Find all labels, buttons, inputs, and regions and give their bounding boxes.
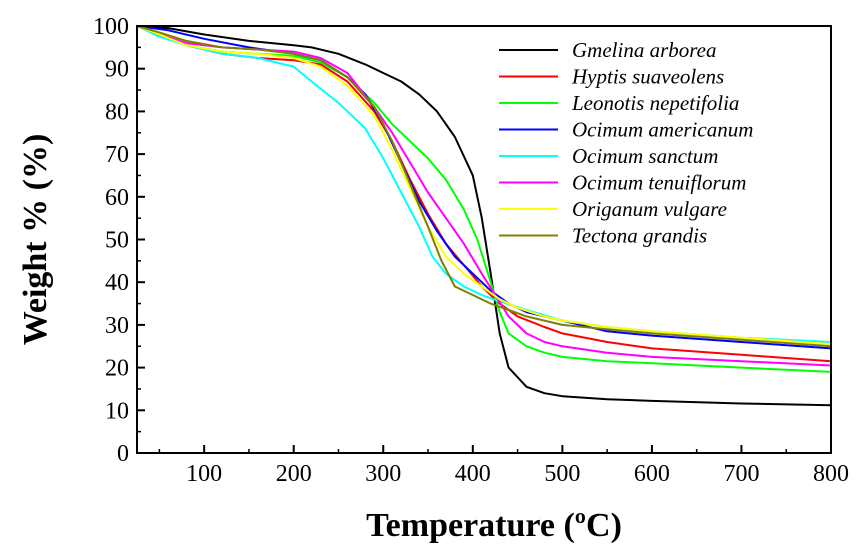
axis-tick-labels: 100 200 300 400 500 600 700 800 0 10 20 30 40 50 60 70 8…	[93, 14, 849, 487]
legend: Gmelina arborea Hyptis suaveolensLeonotis…	[499, 38, 753, 248]
legend-label-7: Tectona grandis	[572, 224, 707, 248]
y-tick-label-0: 0	[117, 441, 129, 467]
x-tick-label-7: 800	[813, 461, 849, 487]
x-tick-label-2: 300	[365, 461, 401, 487]
y-tick-label-1: 10	[105, 398, 129, 424]
x-tick-label-1: 200	[276, 461, 312, 487]
legend-label-2: Leonotis nepetifolia	[571, 91, 739, 115]
y-tick-label-7: 70	[105, 142, 129, 168]
x-tick-label-3: 400	[455, 461, 491, 487]
y-tick-label-8: 80	[105, 99, 129, 125]
x-tick-label-4: 500	[544, 461, 580, 487]
legend-label-6: Origanum vulgare	[572, 197, 727, 221]
legend-label-5: Ocimum tenuiflorum	[572, 171, 746, 195]
y-tick-label-4: 40	[105, 270, 129, 296]
x-tick-label-0: 100	[186, 461, 222, 487]
series-line-0	[136, 25, 832, 407]
x-tick-label-6: 700	[723, 461, 759, 487]
series-line-5	[136, 25, 832, 367]
y-tick-label-9: 90	[105, 57, 129, 83]
y-tick-label-2: 20	[105, 356, 129, 382]
legend-label-3: Ocimum americanum	[572, 118, 753, 142]
y-tick-label-5: 50	[105, 228, 129, 254]
series-line-7	[136, 25, 832, 348]
y-axis-title: Weight % (%)	[17, 134, 54, 346]
legend-label-1: Hyptis suaveolens	[571, 65, 724, 89]
y-tick-label-10: 100	[93, 14, 129, 40]
plot-lines	[136, 25, 832, 407]
x-axis-title: Temperature (ºC)	[366, 507, 622, 544]
axis-ticks	[137, 25, 832, 454]
y-tick-label-3: 30	[105, 313, 129, 339]
y-tick-label-6: 60	[105, 185, 129, 211]
x-tick-label-5: 600	[634, 461, 670, 487]
legend-label-0: Gmelina arborea	[572, 38, 716, 62]
legend-label-4: Ocimum sanctum	[572, 144, 718, 168]
